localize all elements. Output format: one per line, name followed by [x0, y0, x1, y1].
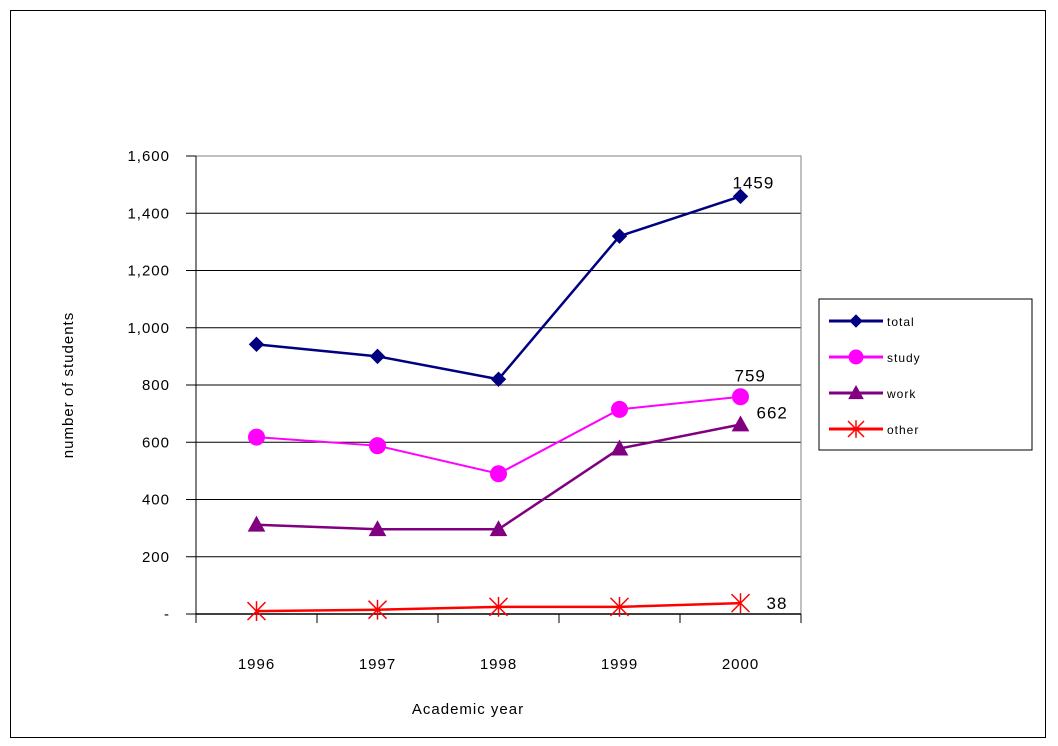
y-axis: - 200 400 600 800 1,000 1,200 1,400 1,600 [127, 148, 196, 623]
data-point-study [732, 388, 749, 406]
data-point-total [490, 371, 507, 387]
grid-lines [196, 155, 801, 558]
data-point-total [611, 228, 628, 244]
data-point-other [488, 596, 509, 617]
data-label-work: 662 [757, 404, 788, 423]
legend-marker-study [848, 349, 864, 365]
data-label-total: 1459 [733, 173, 775, 192]
data-point-study [369, 437, 386, 455]
series-line-study [256, 395, 741, 475]
x-tick-label: 2000 [722, 656, 759, 673]
data-point-work [368, 520, 387, 537]
x-axis-title: Academic year [412, 701, 524, 718]
data-point-study [248, 428, 265, 446]
data-point-total [248, 336, 265, 353]
data-point-work [489, 520, 508, 537]
data-point-other [246, 601, 267, 622]
y-tick-label: 1,400 [127, 205, 170, 222]
y-tick-label: 800 [142, 377, 170, 394]
data-point-total [369, 348, 386, 365]
x-axis: 1996 1997 1998 1999 2000 [195, 614, 802, 673]
legend-marker-total [849, 314, 863, 328]
x-tick-label: 1999 [601, 656, 638, 673]
y-tick-label: 1,200 [127, 263, 170, 280]
series-markers [246, 188, 751, 622]
y-tick-label: 600 [142, 434, 170, 451]
data-label-study: 759 [735, 367, 766, 386]
data-point-study [490, 465, 507, 483]
chart-frame: -200 400 600 800 1,000 1,200 1,400 1,600 1996 19… [10, 10, 1046, 738]
y-tick-label: 1,000 [127, 320, 170, 337]
legend-label-total: total [887, 315, 915, 329]
y-tick-label: - [164, 606, 170, 623]
legend: total study work other [818, 298, 1033, 451]
x-tick-label: 1996 [238, 656, 275, 673]
y-tick-label: 400 [142, 492, 170, 509]
y-tick-label: 200 [142, 549, 170, 566]
x-tick-label: 1998 [480, 656, 517, 673]
x-tick-label: 1997 [359, 656, 396, 673]
data-point-total [732, 188, 749, 205]
legend-label-other: other [887, 423, 919, 437]
data-point-other [609, 596, 630, 617]
data-point-study [611, 400, 628, 418]
series-lines [256, 195, 741, 613]
y-tick-label: 1,600 [127, 148, 170, 165]
legend-label-work: work [886, 387, 916, 401]
legend-marker-other [847, 420, 865, 438]
legend-marker-work [848, 384, 864, 400]
data-point-other [730, 593, 751, 614]
legend-label-study: study [887, 351, 921, 365]
data-point-work [731, 415, 750, 432]
data-point-work [247, 515, 266, 532]
data-point-other [367, 599, 388, 620]
series-line-total [256, 195, 741, 381]
data-label-other: 38 [767, 594, 788, 613]
data-point-work [610, 439, 629, 456]
y-axis-title: number of students [60, 312, 77, 458]
data-labels: 1459 759 662 38 [733, 173, 788, 613]
